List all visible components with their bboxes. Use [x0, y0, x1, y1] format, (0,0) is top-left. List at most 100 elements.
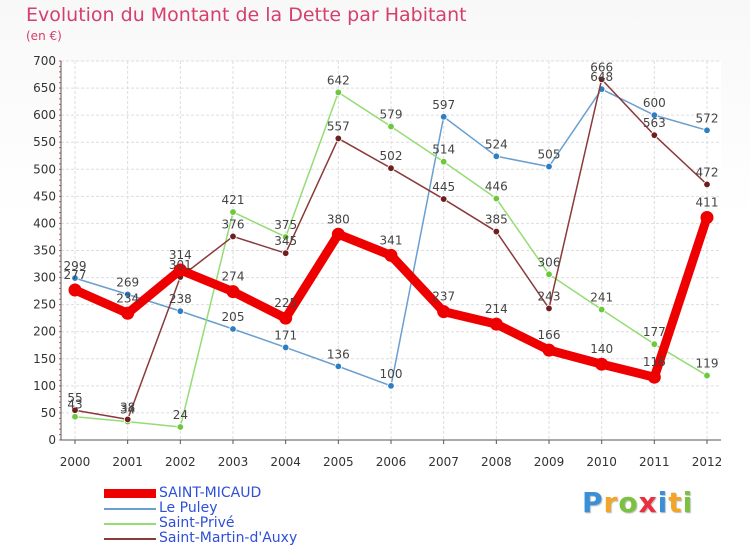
- data-point: [703, 180, 711, 189]
- data-label: 563: [643, 116, 666, 130]
- data-point: [281, 233, 290, 241]
- axis-layer: 0 50 100 150 200 250 300 350 400 450 500 550 600 650 7…: [33, 54, 722, 469]
- data-label: 140: [590, 342, 613, 356]
- y-tick-label: 600: [33, 108, 56, 122]
- data-point: [492, 227, 501, 236]
- data-label: 345: [274, 234, 297, 248]
- x-tick-label: 2002: [165, 455, 196, 469]
- y-tick-label: 100: [33, 379, 56, 393]
- data-point: [597, 305, 606, 314]
- y-tick-label: 250: [33, 298, 56, 312]
- logo-letter: i: [682, 486, 694, 519]
- x-tick-label: 2006: [376, 455, 407, 469]
- data-point: [229, 325, 237, 333]
- data-point: [545, 162, 553, 171]
- x-tick-label: 2001: [112, 455, 143, 469]
- logo-letter: r: [603, 486, 619, 519]
- data-label: 385: [485, 213, 508, 227]
- logo-letter: o: [618, 486, 639, 519]
- x-tick-label: 2004: [270, 455, 301, 469]
- logo-letter: t: [668, 486, 683, 519]
- chart-title: Evolution du Montant de la Dette par Hab…: [26, 4, 467, 26]
- legend-label: SAINT-MICAUD: [159, 485, 262, 501]
- data-point: [595, 357, 609, 371]
- data-label: 648: [590, 70, 613, 84]
- legend-label: Le Puley: [159, 500, 218, 516]
- y-tick-label: 450: [33, 189, 56, 203]
- x-tick-label: 2009: [534, 455, 565, 469]
- data-point: [229, 232, 237, 241]
- data-label: 600: [643, 96, 666, 110]
- data-label: 171: [274, 328, 297, 342]
- data-label: 446: [485, 180, 508, 194]
- data-label: 579: [380, 108, 403, 122]
- x-tick-label: 2007: [428, 455, 459, 469]
- data-label: 55: [67, 391, 82, 405]
- data-label: 119: [696, 357, 719, 371]
- data-label: 214: [485, 302, 508, 316]
- data-label: 116: [643, 355, 666, 369]
- data-point: [492, 194, 501, 203]
- data-label: 274: [222, 270, 245, 284]
- data-label: 502: [380, 149, 403, 163]
- data-point: [545, 270, 553, 279]
- data-label: 24: [173, 408, 188, 422]
- data-point: [703, 126, 711, 135]
- data-point: [700, 210, 714, 224]
- legend-label: Saint-Martin-d'Auxy: [159, 530, 298, 546]
- x-tick-label: 2010: [586, 455, 617, 469]
- y-tick-label: 300: [33, 271, 56, 285]
- data-point: [226, 285, 240, 299]
- data-point: [176, 423, 185, 431]
- data-point: [650, 340, 659, 348]
- data-label: 205: [222, 310, 245, 324]
- chart-subtitle: (en €): [26, 29, 62, 43]
- legend-item: SAINT-MICAUD: [104, 486, 297, 501]
- data-label: 572: [696, 111, 719, 125]
- data-label: 411: [696, 195, 719, 209]
- data-point: [387, 122, 395, 131]
- data-point: [384, 248, 398, 262]
- data-label: 505: [538, 148, 561, 162]
- data-label: 380: [327, 212, 350, 226]
- legend-item: Saint-Martin-d'Auxy: [104, 531, 297, 546]
- legend-swatch: [104, 489, 156, 498]
- data-point: [542, 343, 556, 357]
- data-label: 666: [590, 60, 613, 74]
- legend-item: Saint-Privé: [104, 516, 297, 531]
- legend-item: Le Puley: [104, 501, 297, 516]
- data-label: 225: [274, 296, 297, 310]
- data-point: [650, 111, 659, 119]
- x-tick-label: 2003: [218, 455, 249, 469]
- data-point: [492, 152, 501, 160]
- data-label: 100: [380, 367, 403, 381]
- data-label: 314: [169, 248, 192, 262]
- y-tick-label: 650: [33, 81, 56, 95]
- data-label: 642: [327, 73, 350, 87]
- legend-label: Saint-Privé: [159, 515, 235, 531]
- data-label: 277: [64, 268, 87, 282]
- y-tick-label: 500: [33, 162, 56, 176]
- data-point: [437, 305, 451, 319]
- data-label: 301: [169, 258, 192, 272]
- data-point: [281, 343, 290, 352]
- data-label: 269: [116, 275, 139, 289]
- data-point: [68, 283, 82, 297]
- logo-letter: P: [582, 486, 604, 519]
- data-label: 445: [432, 180, 455, 194]
- x-tick-label: 2000: [60, 455, 91, 469]
- y-tick-label: 550: [33, 135, 56, 149]
- data-label: 472: [696, 165, 719, 179]
- data-point: [121, 306, 135, 320]
- data-label: 597: [432, 98, 455, 112]
- data-point: [331, 227, 345, 241]
- data-label: 241: [590, 291, 613, 305]
- data-label: 376: [222, 217, 245, 231]
- data-label: 243: [538, 289, 561, 303]
- y-tick-label: 400: [33, 216, 56, 230]
- data-point: [545, 304, 553, 313]
- chart-legend: SAINT-MICAUD Le Puley Saint-Privé Saint-Mar…: [104, 486, 297, 546]
- y-tick-label: 0: [48, 433, 56, 447]
- data-point: [439, 113, 448, 121]
